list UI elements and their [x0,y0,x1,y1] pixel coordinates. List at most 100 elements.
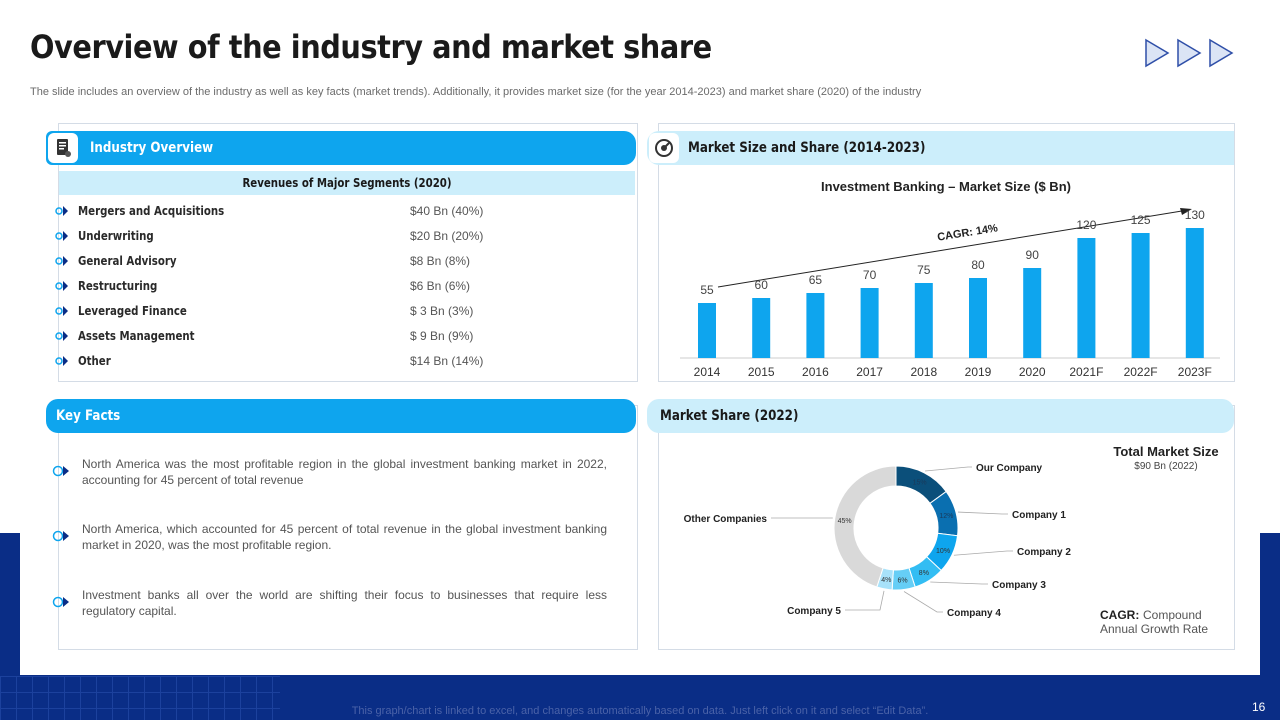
cagr-arrow-head [1180,208,1192,215]
gauge-icon [649,133,679,163]
slice-name-label: Other Companies [684,514,768,525]
segment-row: Restructuring $6 Bn (6%) [55,276,635,296]
x-tick-label: 2014 [694,365,721,379]
bar-2016 [806,293,825,358]
grid-decoration [0,676,280,720]
bar-value-label: 120 [1076,218,1096,232]
bar-2022F [1131,233,1150,358]
bar-value-label: 55 [700,283,714,297]
market-share-header: Market Share (2022) [647,399,1234,433]
segment-row: Leveraged Finance $ 3 Bn (3%) [55,301,635,321]
slide-title: Overview of the industry and market shar… [30,28,712,66]
x-tick-label: 2023F [1178,365,1212,379]
bar-2017 [860,288,879,358]
slice-name-label: Company 5 [787,606,841,617]
fact-bullet-icon [52,464,72,478]
x-tick-label: 2018 [910,365,937,379]
bullet-icon [55,206,68,216]
segment-row: Assets Management $ 9 Bn (9%) [55,326,635,346]
segment-label: Restructuring [78,279,158,293]
market-size-title: Market Size and Share (2014-2023) [688,140,926,156]
bullet-icon [55,231,68,241]
segment-row: Other $14 Bn (14%) [55,351,635,371]
key-fact-text: North America, which accounted for 45 pe… [82,522,607,552]
donut-slice [833,465,897,588]
bar-2014 [698,303,716,358]
bullet-icon [55,306,68,316]
slide-subtitle: The slide includes an overview of the in… [30,86,922,98]
segment-label: General Advisory [78,254,177,268]
bullet-icon [55,281,68,291]
footer-note: This graph/chart is linked to excel, and… [351,705,929,717]
bar-chart-title: Investment Banking – Market Size ($ Bn) [821,179,1071,194]
cagr-key-desc-2: Annual Growth Rate [1100,622,1208,636]
cagr-key-label: CAGR: [1100,608,1139,622]
bar-value-label: 75 [917,263,931,277]
bar-value-label: 65 [809,273,823,287]
bar-value-label: 70 [863,268,877,282]
slice-name-label: Company 2 [1017,547,1071,558]
cagr-trend-arrow [717,209,1189,288]
bar-2019 [969,278,987,358]
bar-2018 [914,283,933,358]
total-market-size-title: Total Market Size [1113,444,1218,459]
document-icon [48,133,78,163]
x-tick-label: 2021F [1069,365,1103,379]
segment-value: $20 Bn (20%) [410,229,484,243]
segment-row: Mergers and Acquisitions $40 Bn (40%) [55,201,635,221]
segment-label: Mergers and Acquisitions [78,204,225,218]
bar-value-label: 90 [1026,248,1040,262]
industry-overview-header: Industry Overview [46,131,636,165]
fact-bullet-icon [52,529,72,543]
slice-value-label: 6% [897,578,907,585]
callout-line [953,550,1013,556]
bar-value-label: 60 [755,278,769,292]
segment-label: Assets Management [78,329,195,343]
callout-line [957,511,1008,515]
segment-row: Underwriting $20 Bn (20%) [55,226,635,246]
segment-value: $40 Bn (40%) [410,204,484,218]
bar-2020 [1023,268,1042,358]
segment-label: Leveraged Finance [78,304,187,318]
x-tick-label: 2016 [802,365,829,379]
industry-overview-title: Industry Overview [90,140,214,156]
slice-name-label: Company 3 [992,580,1046,591]
total-market-size-value: $90 Bn (2022) [1134,461,1197,472]
market-share-donut-chart: Total Market Size $90 Bn (2022) CAGR: Co… [684,444,1219,636]
cagr-label: CAGR: 14% [936,222,998,243]
key-fact-text: North America was the most profitable re… [82,457,607,487]
slice-value-label: 10% [936,548,950,555]
segment-label: Underwriting [78,229,154,243]
key-facts-title: Key Facts [56,408,121,424]
industry-overview-panel [58,123,638,382]
slice-value-label: 12% [939,513,953,520]
slice-value-label: 8% [919,570,929,577]
segment-value: $6 Bn (6%) [410,279,471,293]
bullet-icon [55,256,68,266]
slice-name-label: Company 4 [947,608,1001,619]
market-size-bar-chart: Investment Banking – Market Size ($ Bn) … [680,179,1220,379]
bar-2015 [752,298,771,358]
bar-value-label: 80 [971,258,985,272]
segment-value: $ 9 Bn (9%) [410,329,474,343]
cagr-key-desc-1: Compound [1143,608,1202,622]
key-fact-text: Investment banks all over the world are … [82,588,607,618]
bar-value-label: 130 [1185,208,1205,222]
segment-value: $ 3 Bn (3%) [410,304,474,318]
slice-name-label: Our Company [976,463,1043,474]
callout-line [845,590,885,611]
slice-value-label: 15% [913,480,927,487]
segments-table-header: Revenues of Major Segments (2020) [59,171,635,195]
page-number: 16 [1252,700,1266,714]
key-facts-header: Key Facts [46,399,636,433]
callout-line [930,581,988,585]
x-tick-label: 2022F [1124,365,1158,379]
bullet-icon [55,356,68,366]
x-tick-label: 2015 [748,365,775,379]
slice-name-label: Company 1 [1012,510,1066,521]
bullet-icon [55,331,68,341]
x-tick-label: 2019 [965,365,992,379]
market-size-header: Market Size and Share (2014-2023) [647,131,1234,165]
x-tick-label: 2020 [1019,365,1046,379]
bar-2023F [1185,228,1204,358]
